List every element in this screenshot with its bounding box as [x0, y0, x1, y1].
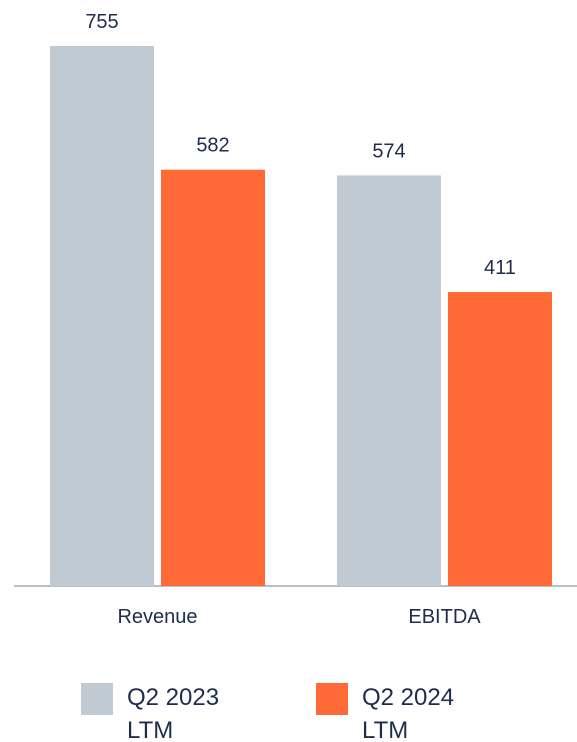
legend-label: Q2 2023 LTM [127, 684, 220, 742]
bar [337, 175, 441, 586]
bar [50, 46, 154, 586]
legend-label: Q2 2024 LTM [362, 684, 455, 742]
plot: 755 582 Revenue 574 411 EBITDA [14, 11, 577, 628]
legend-item: Q2 2024 LTM [316, 683, 472, 742]
bar [448, 292, 552, 586]
legend-swatch [81, 683, 113, 715]
value-label: 755 [85, 11, 118, 33]
x-tick-label: EBITDA [408, 606, 481, 628]
value-label: 411 [484, 257, 516, 279]
value-label: 574 [372, 140, 405, 162]
bar [161, 169, 265, 586]
legend-item: Q2 2023 LTM [81, 683, 237, 742]
legend-swatch [316, 683, 348, 715]
x-tick-label: Revenue [117, 606, 197, 628]
value-label: 582 [196, 135, 229, 157]
